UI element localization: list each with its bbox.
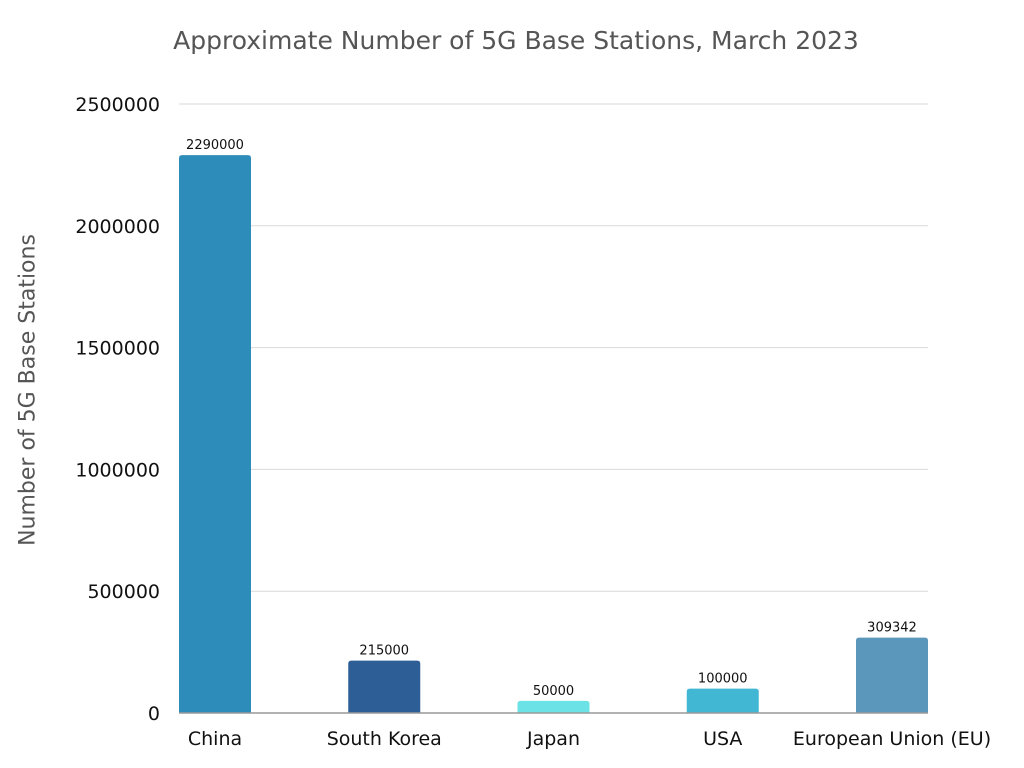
bar bbox=[348, 660, 421, 713]
data-label: 50000 bbox=[533, 684, 574, 699]
data-label: 100000 bbox=[698, 672, 748, 687]
y-tick-label: 0 bbox=[148, 703, 160, 725]
x-tick-label: European Union (EU) bbox=[793, 728, 991, 750]
chart-title: Approximate Number of 5G Base Stations, … bbox=[173, 26, 859, 55]
bar bbox=[517, 700, 590, 713]
x-tick-label: USA bbox=[703, 728, 742, 750]
y-tick-label: 500000 bbox=[87, 581, 160, 603]
bar bbox=[179, 155, 251, 713]
y-tick-label: 2500000 bbox=[75, 94, 160, 116]
data-label: 2290000 bbox=[186, 138, 244, 153]
y-tick-label: 2000000 bbox=[75, 216, 160, 238]
bar bbox=[856, 637, 928, 713]
x-tick-label: South Korea bbox=[327, 728, 442, 750]
data-label: 309342 bbox=[867, 621, 917, 636]
data-label: 215000 bbox=[359, 644, 409, 659]
x-tick-label: Japan bbox=[526, 728, 580, 750]
x-tick-label: China bbox=[188, 728, 242, 750]
y-tick-label: 1500000 bbox=[75, 338, 160, 360]
y-tick-label: 1000000 bbox=[75, 459, 160, 481]
bar bbox=[686, 688, 759, 713]
